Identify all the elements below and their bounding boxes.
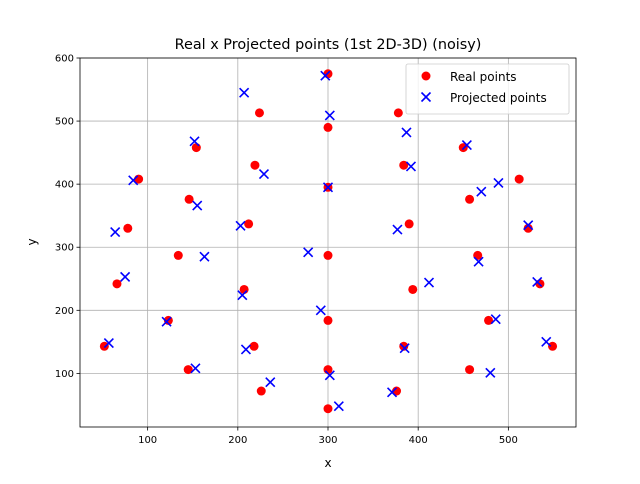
projected-point xyxy=(103,338,114,349)
real-point xyxy=(514,174,524,184)
projected-point xyxy=(386,387,398,398)
projected-point xyxy=(399,343,410,354)
projected-point xyxy=(258,168,270,180)
projected-point xyxy=(315,305,326,316)
real-point xyxy=(408,284,418,294)
projected-point xyxy=(532,276,543,287)
projected-point xyxy=(401,127,412,138)
real-point xyxy=(184,194,194,204)
real-point xyxy=(323,122,333,132)
real-point xyxy=(465,365,475,375)
projected-point xyxy=(190,363,201,374)
real-point xyxy=(249,341,259,351)
real-point xyxy=(323,404,333,414)
real-point xyxy=(548,341,558,351)
projected-point xyxy=(320,70,331,81)
projected-point xyxy=(485,367,496,378)
y-tick-label: 200 xyxy=(55,306,74,317)
projected-point xyxy=(324,110,335,121)
axis-ticks: 100 200 300 400 500 100 200 300 400 500 600 xyxy=(55,54,518,447)
real-point xyxy=(112,279,122,289)
real-point xyxy=(191,143,201,153)
projected-point xyxy=(523,220,534,231)
y-tick-label: 300 xyxy=(55,243,74,254)
chart-title: Real x Projected points (1st 2D-3D) (noi… xyxy=(175,37,482,53)
real-point xyxy=(123,223,133,233)
projected-point xyxy=(110,227,121,238)
legend-marker-projected xyxy=(420,91,432,103)
real-point xyxy=(99,341,109,351)
projected-point xyxy=(333,401,344,412)
legend-marker-real xyxy=(421,71,431,81)
data-points xyxy=(99,69,558,414)
y-axis-label: y xyxy=(25,238,39,245)
y-tick-label: 100 xyxy=(55,369,74,380)
projected-point xyxy=(461,139,472,151)
projected-point xyxy=(239,87,250,98)
real-point xyxy=(404,219,414,229)
x-tick-label: 400 xyxy=(409,435,428,446)
legend-box xyxy=(405,63,570,115)
projected-point xyxy=(240,344,252,355)
x-tick-label: 500 xyxy=(499,435,518,446)
real-point xyxy=(465,194,475,204)
real-point xyxy=(244,219,254,229)
real-point xyxy=(399,160,409,170)
projected-point xyxy=(476,186,487,197)
projected-point xyxy=(322,182,334,193)
projected-point xyxy=(473,256,484,267)
projected-point xyxy=(199,251,210,262)
real-point xyxy=(323,250,333,260)
projected-point xyxy=(493,177,504,188)
legend-label-real: Real points xyxy=(450,70,517,84)
x-axis-label: x xyxy=(324,456,331,470)
y-tick-label: 600 xyxy=(55,54,74,65)
projected-point xyxy=(128,175,139,186)
projected-point xyxy=(490,314,501,325)
projected-point xyxy=(161,316,172,327)
y-tick-label: 400 xyxy=(55,180,74,191)
projected-point xyxy=(265,377,276,388)
projected-point xyxy=(541,336,552,347)
legend: Real points Projected points xyxy=(405,63,570,115)
real-point xyxy=(484,315,494,325)
projected-point xyxy=(303,247,314,258)
x-tick-label: 300 xyxy=(318,435,337,446)
projected-point xyxy=(237,290,248,301)
x-tick-label: 100 xyxy=(138,435,157,446)
projected-point xyxy=(324,370,335,381)
projected-point xyxy=(405,161,417,172)
real-point xyxy=(256,386,266,396)
projected-point xyxy=(392,224,403,235)
projected-point xyxy=(120,271,131,282)
real-point xyxy=(173,250,183,260)
legend-label-projected: Projected points xyxy=(450,91,547,105)
real-point xyxy=(323,315,333,325)
projected-point xyxy=(189,136,200,147)
real-point xyxy=(392,386,402,396)
projected-point xyxy=(235,220,246,231)
real-point xyxy=(254,108,264,118)
real-point xyxy=(523,223,533,233)
real-point xyxy=(183,365,193,375)
y-tick-label: 500 xyxy=(55,117,74,128)
x-tick-label: 200 xyxy=(228,435,247,446)
projected-point xyxy=(423,277,435,288)
real-point xyxy=(250,160,260,170)
projected-point xyxy=(192,200,203,211)
real-point xyxy=(393,108,403,118)
